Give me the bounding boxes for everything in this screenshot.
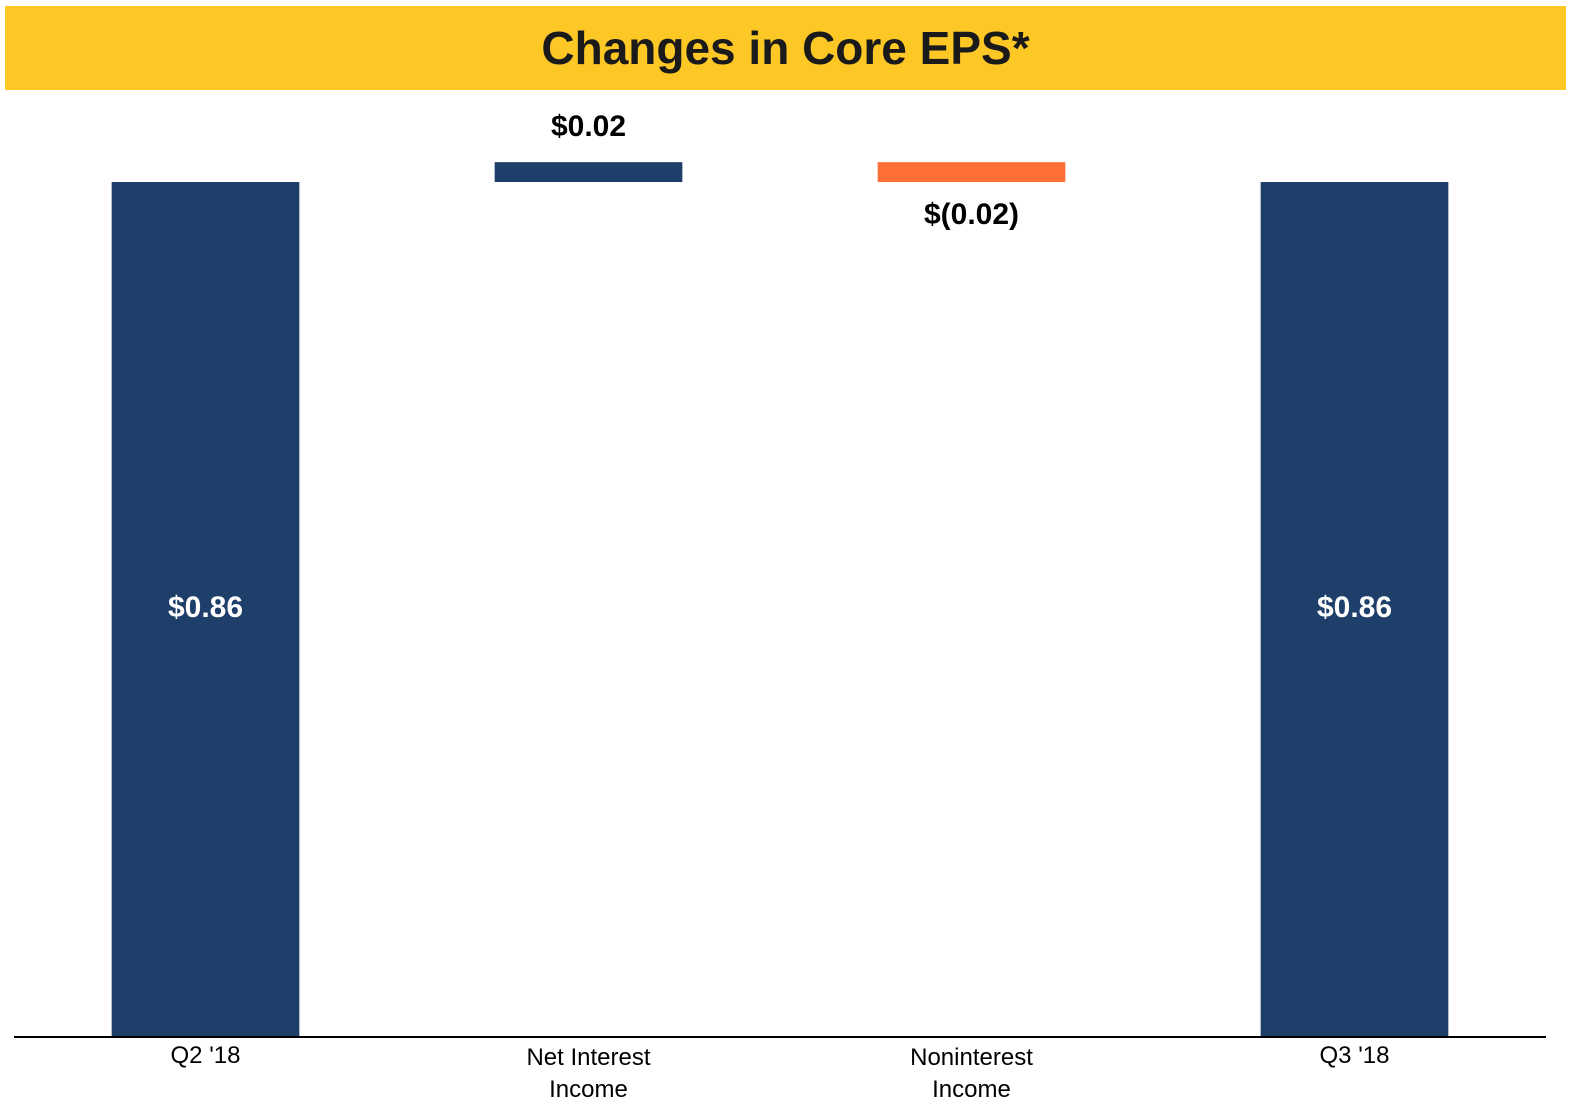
x-tick-label: Q2 '18 [170,1042,241,1069]
x-tick-label: Noninterest Income [910,1044,1033,1103]
bar [877,162,1066,183]
value-label: $0.86 [168,591,243,624]
bar [111,182,300,1036]
chart-title: Changes in Core EPS* [541,22,1030,74]
x-tick-label: Q3 '18 [1319,1042,1390,1069]
value-label: $0.02 [551,110,626,143]
bar [1260,182,1449,1036]
x-tick-label: Net Interest Income [526,1044,651,1103]
title-banner: Changes in Core EPS* [5,6,1566,90]
bar [494,162,683,183]
value-label: $0.86 [1317,591,1392,624]
value-label: $(0.02) [924,198,1019,231]
